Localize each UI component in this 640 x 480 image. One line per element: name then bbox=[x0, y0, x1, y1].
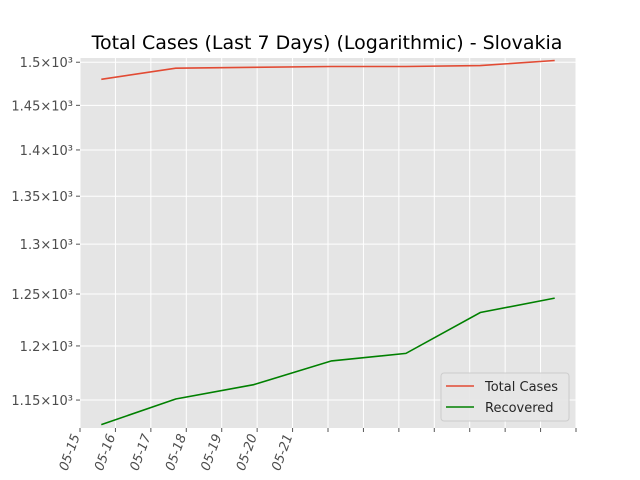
series-line-recovered bbox=[101, 297, 555, 426]
y-tick-label: 1.4×10³ bbox=[20, 144, 73, 159]
x-tick-label: 05-19 bbox=[198, 432, 225, 473]
chart-title: Total Cases (Last 7 Days) (Logarithmic) … bbox=[91, 32, 563, 54]
y-tick-label: 1.2×10³ bbox=[20, 340, 73, 355]
x-tick-label: 05-17 bbox=[128, 432, 155, 473]
legend-box bbox=[440, 372, 570, 422]
y-tick-label: 1.5×10³ bbox=[20, 56, 73, 71]
x-tick-label: 05-15 bbox=[57, 432, 84, 473]
legend-label: Total Cases bbox=[484, 380, 558, 395]
grid-lines bbox=[79, 58, 577, 428]
y-tick-label: 1.25×10³ bbox=[11, 288, 73, 303]
y-tick-label: 1.45×10³ bbox=[11, 99, 73, 114]
x-tick-label: 05-18 bbox=[163, 432, 190, 473]
y-tick-label: 1.15×10³ bbox=[11, 394, 73, 409]
series-line-total-cases bbox=[101, 59, 555, 81]
x-tick-label: 05-16 bbox=[92, 432, 119, 473]
series-lines bbox=[101, 59, 555, 426]
x-tick-label: 05-20 bbox=[234, 432, 261, 473]
legend: Total Cases Recovered bbox=[440, 372, 570, 422]
y-axis: 1.15×10³ 1.2×10³ 1.25×10³ 1.3×10³ 1.35×10³ 1.… bbox=[11, 56, 80, 409]
x-tick-label: 05-21 bbox=[269, 432, 296, 473]
x-axis: 05-15 05-16 05-17 05-18 05-19 05-20 05-21 bbox=[57, 428, 577, 473]
y-tick-label: 1.3×10³ bbox=[20, 238, 73, 253]
y-tick-label: 1.35×10³ bbox=[11, 190, 73, 205]
legend-label: Recovered bbox=[485, 401, 554, 416]
